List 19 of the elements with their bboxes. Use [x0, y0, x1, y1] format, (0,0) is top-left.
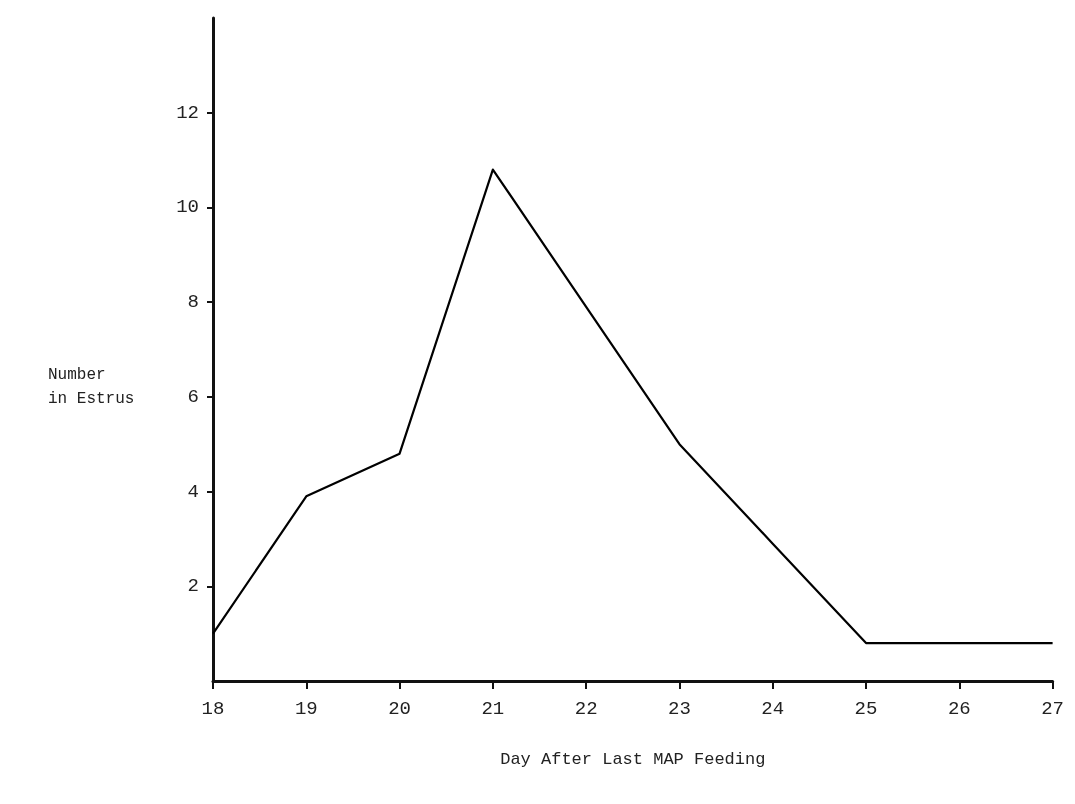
x-tick-label: 23	[668, 697, 691, 720]
y-axis-title: Number in Estrus	[48, 366, 135, 408]
y-tick-label: 4	[187, 480, 199, 503]
line-series	[211, 168, 1054, 645]
x-tick-label: 24	[761, 697, 785, 720]
x-tick-label: 25	[854, 697, 878, 720]
y-tick-label: 8	[187, 291, 199, 314]
x-tick-label: 22	[574, 697, 598, 720]
y-tick-label: 12	[176, 101, 199, 124]
y-tick-label: 2	[187, 575, 199, 598]
x-tick-label: 19	[294, 697, 318, 720]
x-tick-label: 18	[201, 697, 225, 720]
x-tick-label: 27	[1041, 697, 1064, 720]
y-tick-label: 10	[176, 196, 199, 219]
y-tick-label: 6	[187, 385, 199, 408]
x-tick-label: 20	[388, 697, 411, 720]
x-tick-label: 26	[947, 697, 971, 720]
x-tick-label: 21	[481, 697, 505, 720]
x-axis-title: Day After Last MAP Feeding	[500, 750, 766, 769]
